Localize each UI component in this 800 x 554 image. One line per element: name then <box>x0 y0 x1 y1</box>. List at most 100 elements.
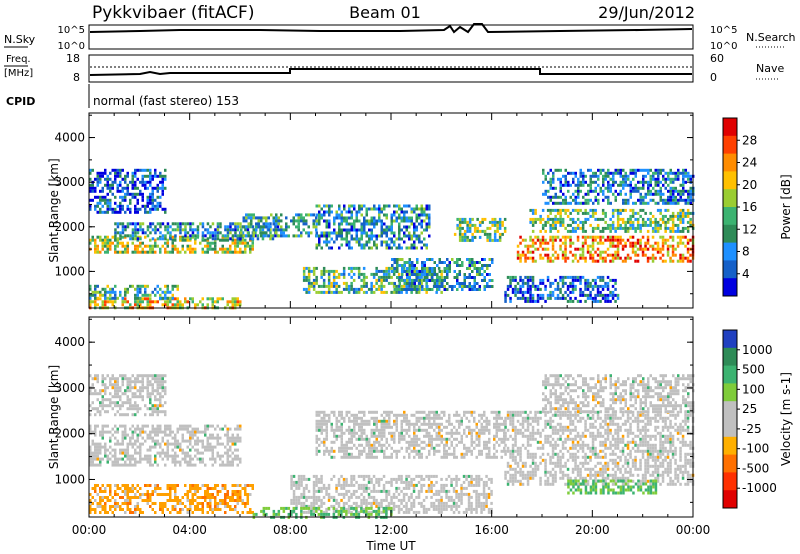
data-cell <box>139 374 142 378</box>
data-cell <box>377 483 381 487</box>
data-cell <box>209 297 212 301</box>
data-cell <box>577 177 580 181</box>
data-cell <box>387 266 391 270</box>
data-cell <box>259 228 262 232</box>
data-cell <box>587 168 590 172</box>
data-cell <box>94 451 97 455</box>
data-cell <box>214 241 217 245</box>
data-cell <box>544 241 547 245</box>
data-cell <box>471 264 474 267</box>
data-cell <box>667 201 670 205</box>
data-cell <box>251 511 254 514</box>
data-cell <box>104 424 107 428</box>
data-cell <box>179 424 182 428</box>
data-cell <box>106 244 109 248</box>
data-cell <box>559 180 562 184</box>
data-cell <box>466 258 469 261</box>
data-cell <box>416 261 419 264</box>
data-cell <box>134 300 137 304</box>
data-cell <box>383 240 386 244</box>
data-cell <box>486 232 489 236</box>
data-cell <box>581 256 585 260</box>
data-cell <box>206 484 209 487</box>
data-cell <box>375 246 378 250</box>
data-cell <box>119 448 122 452</box>
data-cell <box>350 213 353 217</box>
data-cell <box>156 386 159 390</box>
data-cell <box>161 508 164 511</box>
data-cell <box>154 395 157 399</box>
data-cell <box>689 174 692 178</box>
data-cell <box>521 284 525 288</box>
data-cell <box>114 395 117 399</box>
data-cell <box>491 238 494 242</box>
data-cell <box>236 502 239 505</box>
data-cell <box>206 511 209 514</box>
data-cell <box>614 278 617 282</box>
data-cell <box>126 395 129 399</box>
data-cell <box>144 484 147 487</box>
data-cell <box>352 474 356 478</box>
data-cell <box>156 377 159 381</box>
data-cell <box>149 392 152 396</box>
data-cell <box>171 250 174 254</box>
data-cell <box>209 502 212 505</box>
data-cell <box>307 234 310 238</box>
data-cell <box>589 293 592 297</box>
data-cell <box>189 439 192 443</box>
data-cell <box>96 392 99 396</box>
data-cell <box>531 244 535 248</box>
data-cell <box>627 177 630 181</box>
data-cell <box>572 198 575 202</box>
data-cell <box>201 234 205 238</box>
data-cell <box>614 250 617 254</box>
data-cell <box>556 256 560 260</box>
data-cell <box>564 208 567 212</box>
data-cell <box>390 246 393 250</box>
data-cell <box>161 189 164 193</box>
data-cell <box>621 238 625 242</box>
data-cell <box>131 442 134 446</box>
data-cell <box>476 229 479 233</box>
data-cell <box>398 246 401 250</box>
data-cell <box>126 377 129 381</box>
data-cell <box>181 496 184 499</box>
data-band <box>89 235 254 254</box>
data-cell <box>629 244 632 248</box>
data-cell <box>129 508 132 511</box>
data-cell <box>104 404 107 408</box>
data-cell <box>401 258 404 261</box>
data-cell <box>440 290 443 294</box>
data-cell <box>101 293 104 297</box>
data-cell <box>552 177 555 181</box>
data-cell <box>226 427 229 431</box>
data-cell <box>407 272 411 276</box>
data-cell <box>607 168 610 172</box>
data-cell <box>428 204 431 208</box>
data-cell <box>186 454 189 458</box>
data-cell <box>674 223 677 227</box>
data-cell <box>395 486 398 490</box>
data-cell <box>646 259 650 263</box>
data-cell <box>674 189 677 193</box>
data-cell <box>109 287 112 291</box>
data-cell <box>149 225 152 229</box>
data-cell <box>607 198 610 202</box>
data-cell <box>111 463 114 467</box>
colorbar-tick-label: 12 <box>742 222 757 236</box>
data-cell <box>541 293 545 297</box>
data-cell <box>463 229 467 233</box>
data-cell <box>566 256 570 260</box>
data-cell <box>96 183 99 187</box>
data-cell <box>211 303 214 307</box>
data-cell <box>312 510 316 514</box>
data-cell <box>574 256 577 260</box>
data-cell <box>179 448 182 452</box>
data-cell <box>581 253 585 257</box>
data-cell <box>408 258 411 261</box>
data-cell <box>631 214 635 218</box>
data-cell <box>89 413 92 417</box>
data-cell <box>159 222 162 226</box>
data-cell <box>176 247 179 251</box>
data-cell <box>556 281 560 285</box>
